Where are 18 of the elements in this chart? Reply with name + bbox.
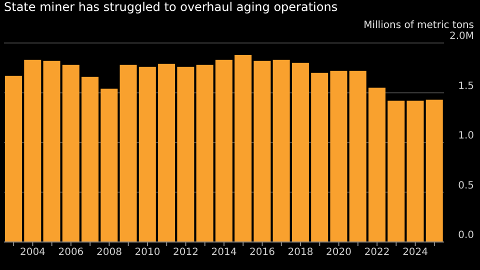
x-tick-label: 2024: [402, 247, 428, 258]
y-tick-label: 0.0: [458, 230, 474, 241]
x-tick-label: 2014: [211, 247, 237, 258]
chart-title: State miner has struggled to overhaul aging operations: [4, 0, 338, 14]
y-tick-label: 2.0M: [449, 31, 474, 42]
x-tick-label: 2008: [96, 247, 122, 258]
x-tick-label: 2010: [134, 247, 160, 258]
y-tick-label: 0.5: [458, 180, 474, 192]
y-axis-title: Millions of metric tons: [364, 20, 474, 31]
x-tick-label: 2012: [173, 247, 198, 258]
x-tick-label: 2016: [250, 247, 275, 258]
x-tick-label: 2004: [20, 247, 46, 258]
y-tick-label: 1.0: [458, 130, 474, 142]
x-tick-label: 2006: [58, 247, 84, 258]
x-tick-label: 2018: [288, 247, 314, 258]
y-tick-label: 1.5: [458, 80, 474, 92]
x-tick-label: 2022: [364, 247, 390, 258]
x-tick-label: 2020: [326, 247, 352, 258]
